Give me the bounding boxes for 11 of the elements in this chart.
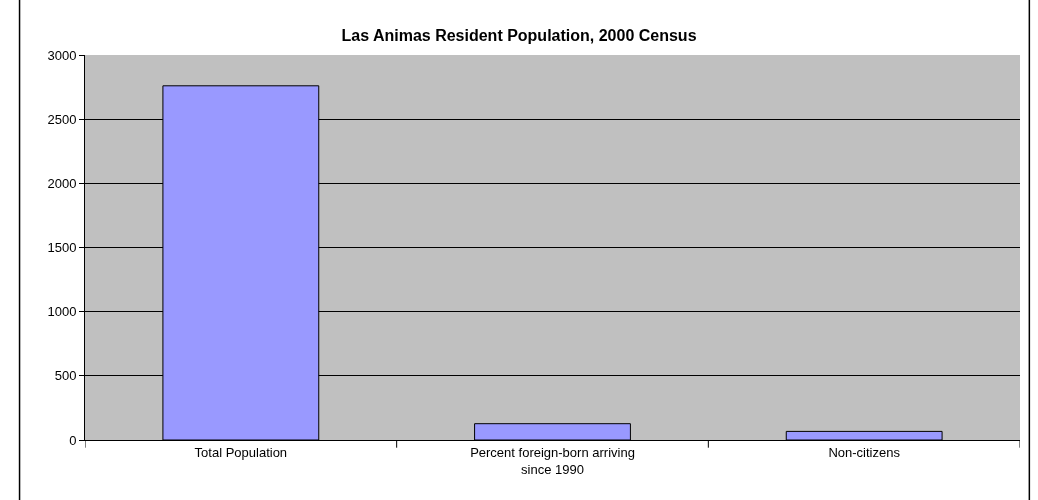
x-tick-label: Non-citizens (828, 444, 901, 460)
y-tick-label: 2500 (47, 111, 77, 127)
y-tick-label: 3000 (47, 47, 77, 63)
y-tick-label: 2000 (47, 175, 77, 191)
x-tick-label: Total Population (194, 444, 288, 460)
x-tick-label: Percent foreign-born arriving since 1990 (470, 444, 635, 477)
y-tick-label: 0 (69, 432, 77, 448)
y-tick-label: 500 (54, 368, 77, 384)
y-tick-label: 1000 (47, 304, 77, 320)
y-tick-label: 1500 (47, 240, 77, 256)
chart-title: Las Animas Resident Population, 2000 Census (341, 26, 697, 44)
